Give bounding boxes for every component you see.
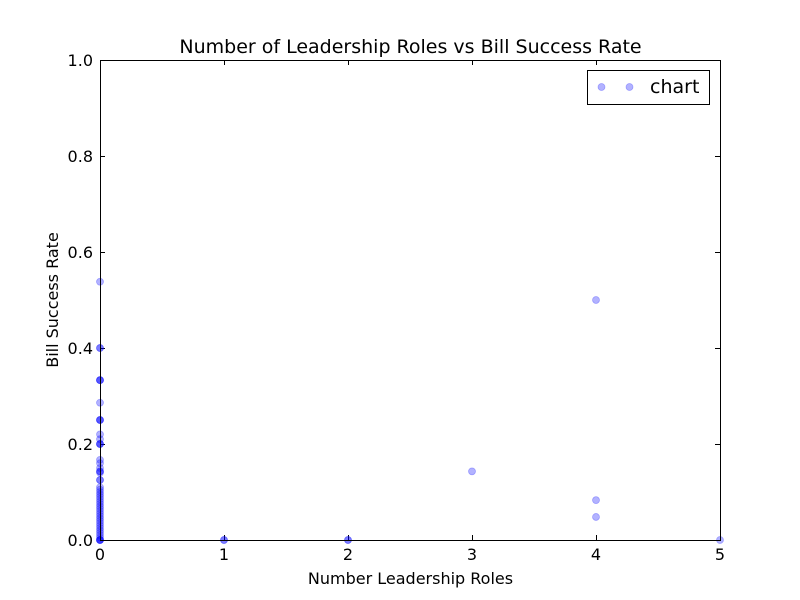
y-tick-label: 0.2: [68, 435, 93, 454]
x-tick-label: 3: [467, 545, 477, 564]
chart-title: Number of Leadership Roles vs Bill Succe…: [179, 36, 641, 58]
legend-marker: [625, 83, 634, 91]
y-tick-label: 1.0: [68, 51, 93, 70]
x-axis-label: Number Leadership Roles: [308, 569, 513, 588]
plot-frame: [100, 60, 721, 541]
scatter-point: [592, 296, 600, 304]
axis-ticks: 0 1 2 3 4 5 0.0 0.2 0.4 0.6 0.8 1.0: [68, 51, 726, 564]
y-tick-label: 0.4: [68, 339, 93, 358]
x-tick-label: 1: [219, 545, 229, 564]
x-tick-label: 5: [715, 545, 725, 564]
legend-marker: [597, 83, 606, 91]
legend: chart: [587, 70, 710, 105]
y-tick-label: 0.6: [68, 243, 93, 262]
x-tick-label: 4: [591, 545, 601, 564]
legend-box: [587, 70, 710, 105]
x-tick-label: 2: [343, 545, 353, 564]
y-axis-label: Bill Success Rate: [43, 232, 62, 368]
legend-label: chart: [650, 76, 699, 98]
y-tick-label: 0.8: [68, 147, 93, 166]
scatter-point: [592, 513, 600, 521]
y-tick-label: 0.0: [68, 531, 93, 550]
scatter-point: [468, 467, 476, 476]
scatter-point: [592, 496, 600, 505]
x-tick-label: 0: [95, 545, 105, 564]
